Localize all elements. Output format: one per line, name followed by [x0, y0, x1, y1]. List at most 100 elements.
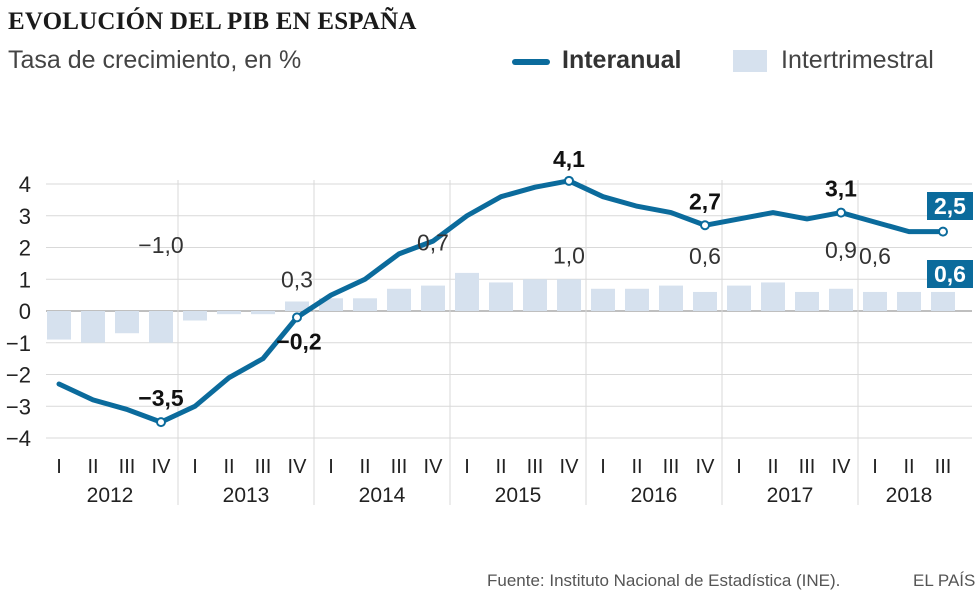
quarter-label: IV [288, 456, 308, 478]
quarter-label: I [600, 456, 606, 478]
year-label: 2015 [495, 484, 542, 507]
data-label: 3,1 [825, 176, 857, 202]
bar-intertrimestral [353, 298, 377, 311]
bar-intertrimestral [47, 311, 71, 340]
bar-intertrimestral [455, 272, 479, 311]
quarter-label: IV [152, 456, 172, 478]
quarter-label: III [255, 456, 272, 478]
year-label: 2016 [631, 484, 678, 507]
quarter-label: I [464, 456, 470, 478]
bar-intertrimestral [591, 288, 615, 311]
data-label: 0,7 [417, 230, 449, 256]
badge-interanual [927, 192, 973, 220]
bar-intertrimestral [387, 288, 411, 311]
year-label: 2012 [87, 484, 134, 507]
data-label: −1,0 [138, 232, 183, 258]
bar-intertrimestral [557, 279, 581, 311]
quarter-label: II [903, 456, 914, 478]
quarter-label: III [527, 456, 544, 478]
data-label: 4,1 [553, 146, 585, 172]
y-tick-label: −3 [6, 394, 31, 419]
bar-intertrimestral [795, 291, 819, 311]
bar-intertrimestral [183, 311, 207, 321]
legend-bar-label: Intertrimestral [781, 46, 934, 74]
badge-intertrimestral [927, 260, 973, 288]
data-label: 1,0 [553, 242, 585, 268]
quarter-label: III [663, 456, 680, 478]
line-interanual [56, 178, 946, 425]
quarter-label: III [119, 456, 136, 478]
line-marker [938, 226, 948, 237]
quarter-label: IV [560, 456, 580, 478]
bar-intertrimestral [863, 291, 887, 311]
bar-intertrimestral [931, 291, 955, 311]
legend-bar-swatch [733, 50, 767, 72]
brand-label: EL PAÍS [913, 571, 976, 590]
line-marker [564, 175, 574, 186]
legend-line-swatch [512, 59, 550, 65]
year-label: 2017 [767, 484, 814, 507]
quarter-label: I [192, 456, 198, 478]
data-label: 0,6 [934, 261, 966, 287]
quarter-label: I [328, 456, 334, 478]
source-note: Fuente: Instituto Nacional de Estadístic… [487, 571, 841, 590]
quarter-label: I [736, 456, 742, 478]
quarter-label: II [495, 456, 506, 478]
bar-intertrimestral [217, 311, 241, 315]
bar-intertrimestral [761, 282, 785, 311]
data-label: 0,9 [825, 237, 857, 263]
legend-line-label: Interanual [562, 46, 682, 74]
bar-intertrimestral [727, 285, 751, 311]
data-label: 2,7 [689, 188, 721, 214]
bar-intertrimestral [285, 301, 309, 311]
quarter-label: I [56, 456, 62, 478]
data-label: 0,6 [859, 243, 891, 269]
year-label: 2014 [359, 484, 406, 507]
data-label: −0,2 [276, 328, 321, 354]
chart-title: EVOLUCIÓN DEL PIB EN ESPAÑA [8, 8, 417, 35]
data-label: 2,5 [934, 193, 966, 219]
y-tick-label: −4 [6, 426, 31, 451]
bar-intertrimestral [523, 279, 547, 311]
quarter-label: III [799, 456, 816, 478]
bar-intertrimestral [421, 285, 445, 311]
line-marker [836, 207, 846, 218]
year-label: 2018 [886, 484, 933, 507]
bar-intertrimestral [897, 291, 921, 311]
y-tick-label: 2 [19, 236, 31, 261]
quarter-label: II [87, 456, 98, 478]
line-marker [292, 312, 302, 323]
line-marker [156, 417, 166, 428]
bar-intertrimestral [81, 311, 105, 343]
data-label: 0,3 [281, 266, 313, 292]
bar-intertrimestral [693, 291, 717, 311]
quarter-label: II [359, 456, 370, 478]
bar-intertrimestral [659, 285, 683, 311]
line-marker [700, 220, 710, 231]
quarter-label: I [872, 456, 878, 478]
quarter-label: IV [832, 456, 852, 478]
bar-intertrimestral [489, 282, 513, 311]
y-tick-label: −1 [6, 331, 31, 356]
bar-intertrimestral [149, 311, 173, 343]
quarter-label: III [935, 456, 952, 478]
y-tick-label: 3 [19, 204, 31, 229]
quarter-label: II [631, 456, 642, 478]
y-tick-label: −2 [6, 363, 31, 388]
data-label: 0,6 [689, 243, 721, 269]
data-label: −3,5 [138, 385, 184, 411]
y-tick-label: 0 [19, 299, 31, 324]
quarter-label: IV [696, 456, 716, 478]
y-tick-label: 4 [19, 172, 31, 197]
bar-intertrimestral [115, 311, 139, 334]
bar-intertrimestral [251, 311, 275, 315]
quarter-label: IV [424, 456, 444, 478]
bar-intertrimestral [829, 288, 853, 311]
year-label: 2013 [223, 484, 270, 507]
quarter-label: III [391, 456, 408, 478]
chart-subtitle: Tasa de crecimiento, en % [8, 46, 302, 74]
bar-intertrimestral [625, 288, 649, 311]
quarter-label: II [767, 456, 778, 478]
y-tick-label: 1 [19, 267, 31, 292]
